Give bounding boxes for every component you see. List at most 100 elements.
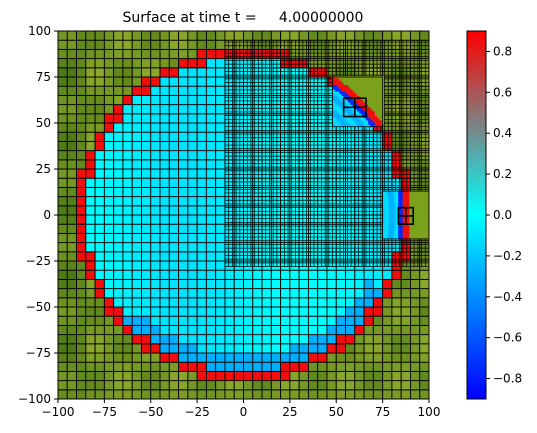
grid-cell (76, 85, 87, 96)
grid-cell (168, 315, 180, 326)
grid-cell (150, 205, 161, 216)
grid-cell (270, 48, 282, 60)
grid-cell (410, 370, 421, 382)
grid-cell (372, 177, 384, 188)
grid-cell (178, 159, 189, 170)
colorbar-tick-label: 0.8 (493, 44, 512, 58)
y-tick-label: 0 (43, 208, 51, 222)
grid-cell (317, 31, 328, 41)
grid-cell (345, 48, 356, 60)
grid-cell (243, 140, 254, 152)
grid-cell (103, 352, 115, 363)
grid-cell (141, 214, 152, 225)
grid-cell (187, 48, 198, 60)
grid-cell (66, 223, 78, 234)
grid-cell (113, 334, 124, 345)
grid-cell (76, 76, 87, 87)
grid-cell (205, 196, 217, 207)
grid-cell (76, 150, 87, 161)
grid-cell (205, 131, 217, 142)
grid-cell (141, 352, 152, 363)
grid-cell (66, 315, 78, 326)
grid-cell (317, 389, 328, 399)
grid-cell (66, 159, 78, 170)
grid-cell (307, 297, 319, 308)
grid-cell (205, 251, 217, 262)
grid-cell (150, 186, 161, 198)
grid-cell (391, 140, 402, 152)
grid-cell (410, 48, 421, 60)
grid-cell (205, 315, 217, 326)
grid-cell (131, 334, 142, 345)
grid-cell (354, 214, 365, 225)
grid-cell (103, 389, 115, 399)
grid-cell (400, 168, 411, 179)
grid-cell (113, 168, 124, 179)
grid-cell (94, 361, 105, 372)
grid-cell (270, 223, 282, 234)
grid-cell (298, 76, 309, 87)
grid-cell (122, 242, 133, 253)
grid-cell (243, 343, 254, 354)
grid-cell (150, 168, 161, 179)
grid-cell (76, 389, 87, 399)
grid-cell (307, 131, 319, 142)
grid-cell (187, 85, 198, 96)
grid-cell (261, 223, 272, 234)
grid-cell (113, 94, 124, 106)
grid-cell (270, 297, 282, 308)
grid-cell (317, 122, 328, 133)
grid-cell (215, 39, 226, 50)
grid-cell (326, 380, 337, 391)
grid-cell (317, 232, 328, 244)
grid-cell (122, 150, 133, 161)
grid-cell (178, 140, 189, 152)
grid-cell (205, 334, 217, 345)
grid-cell (215, 223, 226, 234)
grid-cell (141, 334, 152, 345)
grid-cell (298, 370, 309, 382)
grid-cell (298, 324, 309, 336)
grid-cell (261, 58, 272, 69)
grid-cell (215, 380, 226, 391)
grid-cell (113, 288, 124, 299)
grid-cell (94, 140, 105, 152)
grid-cell (289, 94, 300, 106)
grid-cell (252, 159, 263, 170)
grid-cell (252, 168, 263, 179)
grid-cell (317, 223, 328, 234)
grid-cell (85, 278, 96, 290)
grid-cell (150, 361, 161, 372)
grid-cell (178, 48, 189, 60)
grid-cell (94, 67, 105, 78)
grid-cell (372, 315, 384, 326)
grid-cell (196, 242, 207, 253)
grid-cell (113, 48, 124, 60)
grid-cell (280, 260, 291, 271)
grid-cell (224, 150, 235, 161)
grid-cell (345, 205, 356, 216)
grid-cell (66, 324, 78, 336)
grid-cell (233, 315, 244, 326)
grid-cell (159, 186, 170, 198)
grid-cell (103, 260, 115, 271)
grid-cell (307, 94, 319, 106)
grid-cell (243, 324, 254, 336)
grid-cell (196, 131, 207, 142)
grid-cell (150, 223, 161, 234)
grid-cell (307, 76, 319, 87)
grid-cell (131, 278, 142, 290)
grid-cell (113, 361, 124, 372)
grid-cell (205, 48, 217, 60)
grid-cell (113, 352, 124, 363)
grid-cell (66, 140, 78, 152)
grid-cell (159, 113, 170, 124)
grid-cell (85, 288, 96, 299)
grid-cell (400, 48, 411, 60)
x-axis: −100 −75 −50 −25 0 25 50 75 100 (42, 399, 440, 419)
grid-cell (224, 370, 235, 382)
grid-cell (252, 39, 263, 50)
grid-cell (168, 31, 180, 41)
grid-cell (326, 186, 337, 198)
grid-cell (103, 214, 115, 225)
